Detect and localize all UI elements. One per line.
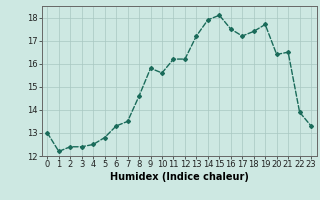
X-axis label: Humidex (Indice chaleur): Humidex (Indice chaleur) bbox=[110, 172, 249, 182]
